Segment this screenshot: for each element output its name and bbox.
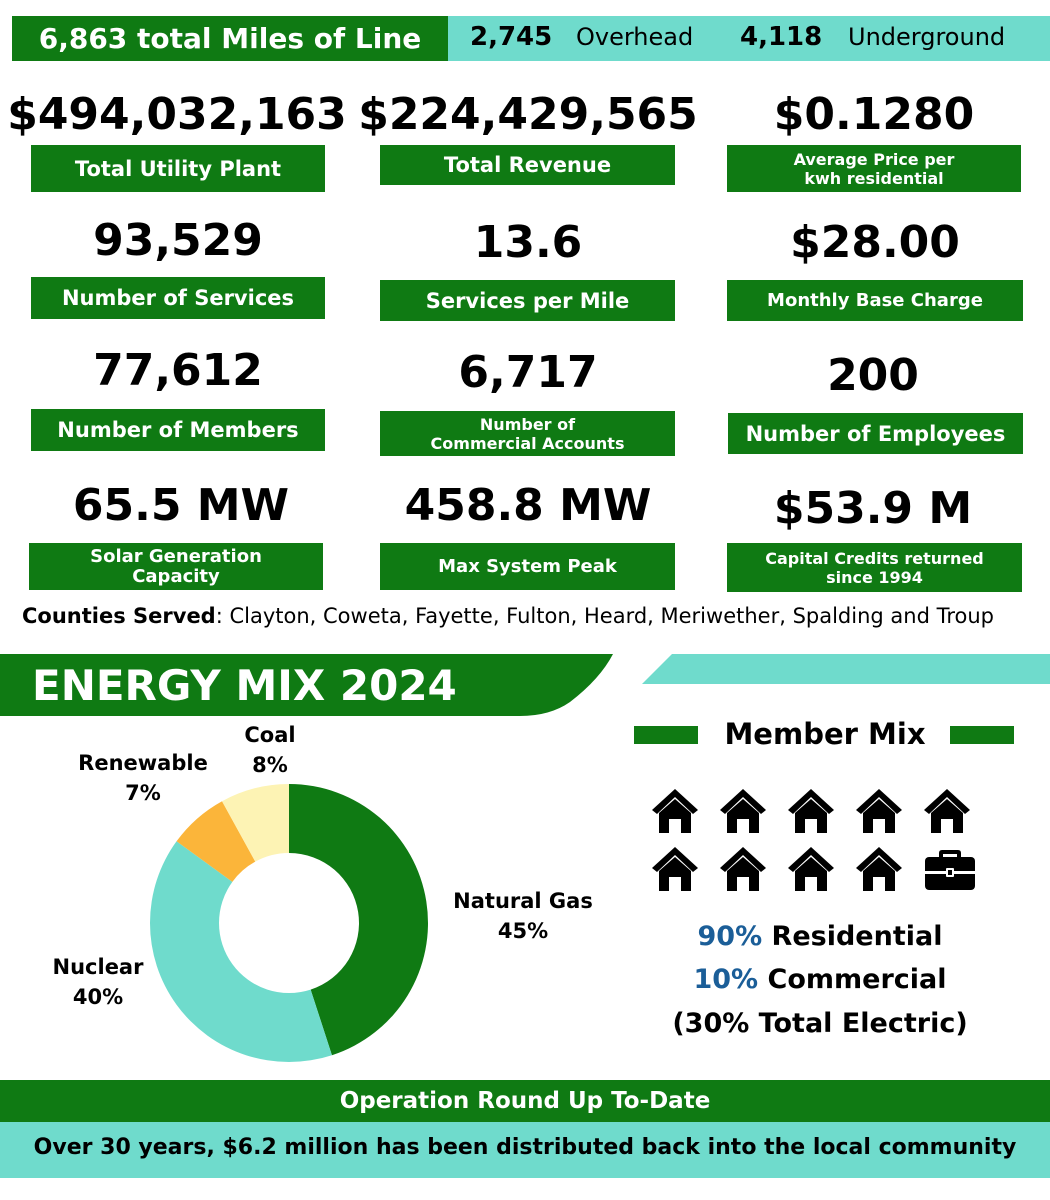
average-price-value: $0.1280 bbox=[773, 89, 975, 140]
total-utility-plant-value: $494,032,163 bbox=[7, 89, 347, 140]
max-system-peak-label: Max System Peak bbox=[380, 543, 675, 590]
donut-slice-nuclear bbox=[149, 841, 332, 1062]
pie-label-natural-gas-name: Natural Gas bbox=[453, 889, 593, 913]
commercial-accounts-label: Number of Commercial Accounts bbox=[380, 411, 675, 456]
overhead-value: 2,745 bbox=[470, 22, 553, 52]
commercial-accounts-label-line2: Commercial Accounts bbox=[430, 433, 625, 453]
pie-label-renewable-value: 7% bbox=[125, 781, 161, 805]
services-per-mile-label: Services per Mile bbox=[380, 280, 675, 321]
member-mix-bar-left bbox=[634, 726, 698, 744]
pie-label-renewable-name: Renewable bbox=[78, 751, 208, 775]
commercial-accounts-label-line1: Number of bbox=[479, 414, 576, 434]
number-of-services-value: 93,529 bbox=[93, 215, 263, 266]
house-icon bbox=[854, 844, 904, 898]
energy-mix-title: ENERGY MIX 2024 bbox=[32, 661, 457, 710]
round-up-text: Over 30 years, $6.2 million has been dis… bbox=[0, 1122, 1050, 1178]
total-miles-title: 6,863 total Miles of Line bbox=[38, 22, 422, 55]
max-system-peak-value: 458.8 MW bbox=[404, 480, 652, 531]
member-mix-title: Member Mix bbox=[724, 717, 926, 751]
capital-credits-label: Capital Credits returned since 1994 bbox=[727, 543, 1022, 592]
miles-banner bbox=[12, 16, 448, 61]
capital-credits-label-line1: Capital Credits returned bbox=[765, 548, 984, 568]
house-icon bbox=[650, 844, 700, 898]
number-of-employees-value: 200 bbox=[827, 350, 919, 401]
house-icon bbox=[854, 786, 904, 840]
house-icon bbox=[786, 786, 836, 840]
solar-capacity-value: 65.5 MW bbox=[72, 480, 290, 531]
briefcase-icon bbox=[922, 844, 978, 898]
counties-served-label: Counties Served bbox=[22, 604, 216, 628]
pie-label-coal: Coal 8% bbox=[230, 720, 310, 780]
member-mix-commercial: 10% Commercial bbox=[620, 959, 1020, 1001]
pie-label-natural-gas-value: 45% bbox=[497, 919, 549, 943]
commercial-label: Commercial bbox=[758, 964, 947, 995]
monthly-base-charge-value: $28.00 bbox=[790, 217, 960, 268]
member-mix-bar-right bbox=[950, 726, 1014, 744]
member-mix-icons bbox=[650, 786, 990, 898]
house-icon bbox=[922, 786, 972, 840]
house-icon bbox=[718, 844, 768, 898]
commercial-percent: 10% bbox=[693, 964, 759, 995]
pie-label-renewable: Renewable 7% bbox=[68, 748, 218, 808]
average-price-label-line1: Average Price per bbox=[793, 149, 955, 169]
number-of-services-label: Number of Services bbox=[31, 277, 325, 319]
energy-mix-header-shapes bbox=[0, 654, 1050, 716]
line-breakdown-banner bbox=[448, 16, 1050, 61]
pie-label-nuclear: Nuclear 40% bbox=[40, 952, 156, 1012]
residential-percent: 90% bbox=[697, 921, 763, 952]
counties-served-list: : Clayton, Coweta, Fayette, Fulton, Hear… bbox=[215, 604, 994, 628]
underground-label: Underground bbox=[848, 23, 1006, 51]
overhead-label: Overhead bbox=[576, 23, 694, 51]
underground-value: 4,118 bbox=[740, 22, 823, 52]
solar-capacity-label-line1: Solar Generation bbox=[90, 545, 262, 567]
round-up-title: Operation Round Up To-Date bbox=[0, 1080, 1050, 1122]
member-mix-residential: 90% Residential bbox=[620, 916, 1020, 958]
capital-credits-value: $53.9 M bbox=[773, 483, 973, 534]
pie-label-nuclear-name: Nuclear bbox=[52, 955, 144, 979]
capital-credits-label-line2: since 1994 bbox=[826, 567, 923, 587]
solar-capacity-label-line2: Capacity bbox=[132, 565, 220, 587]
house-icon bbox=[650, 786, 700, 840]
number-of-members-value: 77,612 bbox=[93, 345, 263, 396]
energy-mix-accent-band bbox=[642, 654, 1050, 684]
house-icon bbox=[786, 844, 836, 898]
energy-mix-title-band bbox=[0, 654, 613, 716]
total-revenue-label: Total Revenue bbox=[380, 145, 675, 185]
number-of-members-label: Number of Members bbox=[31, 409, 325, 451]
pie-label-coal-value: 8% bbox=[252, 753, 288, 777]
average-price-label-line2: kwh residential bbox=[804, 168, 944, 188]
pie-label-nuclear-value: 40% bbox=[72, 985, 124, 1009]
donut-slice-coal bbox=[222, 784, 289, 862]
house-icon bbox=[718, 786, 768, 840]
pie-label-natural-gas: Natural Gas 45% bbox=[440, 886, 606, 946]
donut-slice-natural-gas bbox=[289, 784, 429, 1056]
number-of-employees-label: Number of Employees bbox=[728, 413, 1023, 454]
total-revenue-value: $224,429,565 bbox=[358, 89, 698, 140]
residential-label: Residential bbox=[762, 921, 943, 952]
energy-mix-donut-chart bbox=[149, 784, 429, 1062]
counties-served: Counties Served: Clayton, Coweta, Fayett… bbox=[22, 604, 1042, 628]
solar-capacity-label: Solar Generation Capacity bbox=[29, 543, 323, 590]
monthly-base-charge-label: Monthly Base Charge bbox=[727, 280, 1023, 321]
services-per-mile-value: 13.6 bbox=[473, 217, 583, 268]
member-mix-total-electric: (30% Total Electric) bbox=[672, 1008, 968, 1039]
total-utility-plant-label: Total Utility Plant bbox=[31, 145, 325, 192]
commercial-accounts-value: 6,717 bbox=[458, 347, 598, 398]
pie-label-coal-name: Coal bbox=[244, 723, 296, 747]
average-price-label: Average Price per kwh residential bbox=[727, 145, 1021, 192]
donut-slice-renewable bbox=[176, 801, 256, 882]
